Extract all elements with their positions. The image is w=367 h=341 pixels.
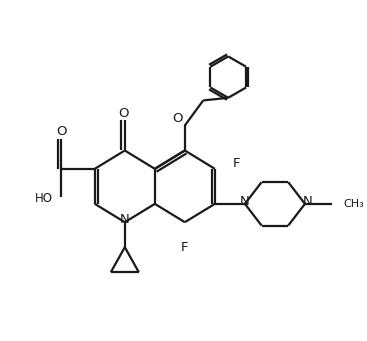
Text: N: N xyxy=(120,213,130,226)
Text: N: N xyxy=(239,195,249,208)
Text: N: N xyxy=(302,195,312,208)
Text: CH₃: CH₃ xyxy=(343,199,364,209)
Text: O: O xyxy=(56,125,67,138)
Text: HO: HO xyxy=(35,192,53,205)
Text: F: F xyxy=(181,241,189,254)
Text: O: O xyxy=(172,112,183,124)
Text: O: O xyxy=(118,107,128,120)
Text: F: F xyxy=(233,157,240,170)
